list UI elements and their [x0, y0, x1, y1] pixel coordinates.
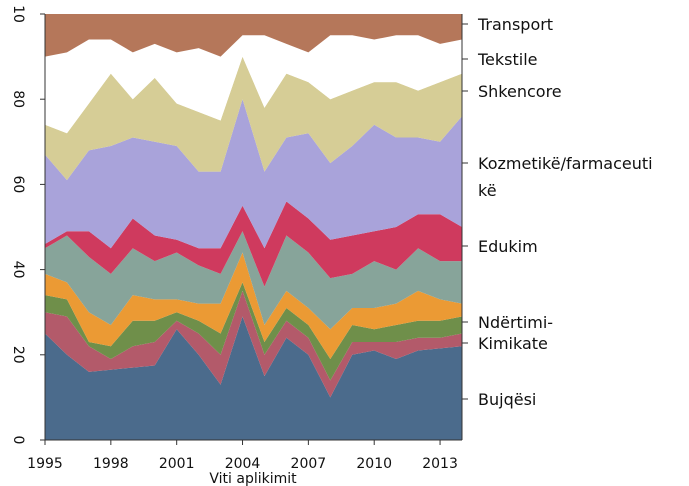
x-tick-label: 2004 [225, 456, 261, 472]
area [45, 99, 462, 249]
legend-label: Shkencore [478, 82, 562, 101]
area [45, 231, 462, 330]
x-tick-label: 2001 [159, 456, 195, 472]
y-tick-label: 10 [10, 5, 26, 23]
legend-label: Kimikate [478, 334, 548, 353]
legend-label: Tekstile [478, 50, 538, 69]
area [45, 35, 462, 134]
y-tick-label: 0 [10, 436, 26, 445]
y-tick-label: 80 [10, 90, 26, 108]
y-tick-label: 20 [10, 346, 26, 364]
x-tick-label: 2010 [356, 456, 392, 472]
legend-label: Transport [478, 15, 554, 34]
x-tick-label: 1998 [93, 456, 129, 472]
area [45, 201, 462, 287]
area [45, 14, 462, 57]
area [45, 316, 462, 440]
y-tick-label: 40 [10, 261, 26, 279]
area [45, 252, 462, 360]
legend-label: Ndërtimi- [478, 313, 554, 332]
y-tick-label: 60 [10, 175, 26, 193]
x-axis-label: Viti aplikimit [209, 471, 297, 486]
legend-label: Bujqësi [478, 390, 537, 409]
area [45, 282, 462, 381]
area [45, 56, 462, 181]
legend-label: Edukim [478, 237, 538, 256]
x-tick-label: 2013 [422, 456, 458, 472]
x-tick-label: 2007 [291, 456, 327, 472]
x-tick-label: 1995 [27, 456, 63, 472]
area [45, 290, 462, 398]
legend-label: Kozmetikë/farmaceutikë [478, 154, 653, 200]
